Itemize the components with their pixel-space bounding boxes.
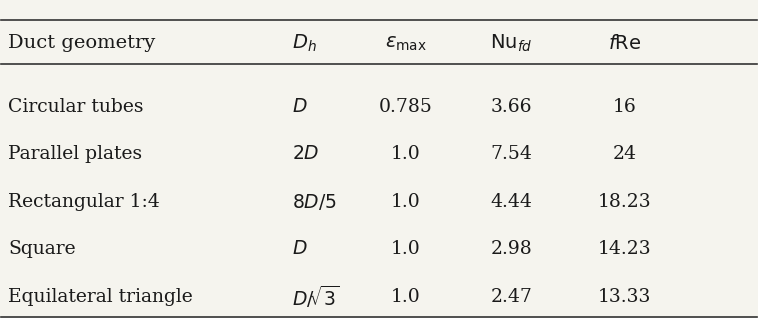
Text: $8D/5$: $8D/5$ — [292, 192, 337, 212]
Text: Parallel plates: Parallel plates — [8, 145, 143, 163]
Text: 18.23: 18.23 — [598, 193, 652, 211]
Text: 4.44: 4.44 — [490, 193, 532, 211]
Text: Rectangular 1:4: Rectangular 1:4 — [8, 193, 160, 211]
Text: 2.47: 2.47 — [490, 288, 532, 306]
Text: 1.0: 1.0 — [390, 288, 421, 306]
Text: Equilateral triangle: Equilateral triangle — [8, 288, 193, 306]
Text: $D$: $D$ — [292, 240, 308, 258]
Text: $f\mathrm{Re}$: $f\mathrm{Re}$ — [608, 34, 641, 53]
Text: $D$: $D$ — [292, 98, 308, 116]
Text: Duct geometry: Duct geometry — [8, 34, 155, 52]
Text: 13.33: 13.33 — [598, 288, 652, 306]
Text: 24: 24 — [613, 145, 637, 163]
Text: 1.0: 1.0 — [390, 145, 421, 163]
Text: Circular tubes: Circular tubes — [8, 98, 144, 116]
Text: 1.0: 1.0 — [390, 240, 421, 258]
Text: 0.785: 0.785 — [378, 98, 432, 116]
Text: $2D$: $2D$ — [292, 145, 319, 163]
Text: 16: 16 — [613, 98, 637, 116]
Text: $\mathrm{Nu}_{fd}$: $\mathrm{Nu}_{fd}$ — [490, 33, 533, 54]
Text: $\varepsilon_{\max}$: $\varepsilon_{\max}$ — [384, 34, 427, 52]
Text: $D/\!\sqrt{3}$: $D/\!\sqrt{3}$ — [292, 284, 340, 310]
Text: 7.54: 7.54 — [490, 145, 532, 163]
Text: 1.0: 1.0 — [390, 193, 421, 211]
Text: Square: Square — [8, 240, 76, 258]
Text: 2.98: 2.98 — [490, 240, 532, 258]
Text: $D_h$: $D_h$ — [292, 33, 317, 54]
Text: 3.66: 3.66 — [490, 98, 532, 116]
Text: 14.23: 14.23 — [598, 240, 652, 258]
